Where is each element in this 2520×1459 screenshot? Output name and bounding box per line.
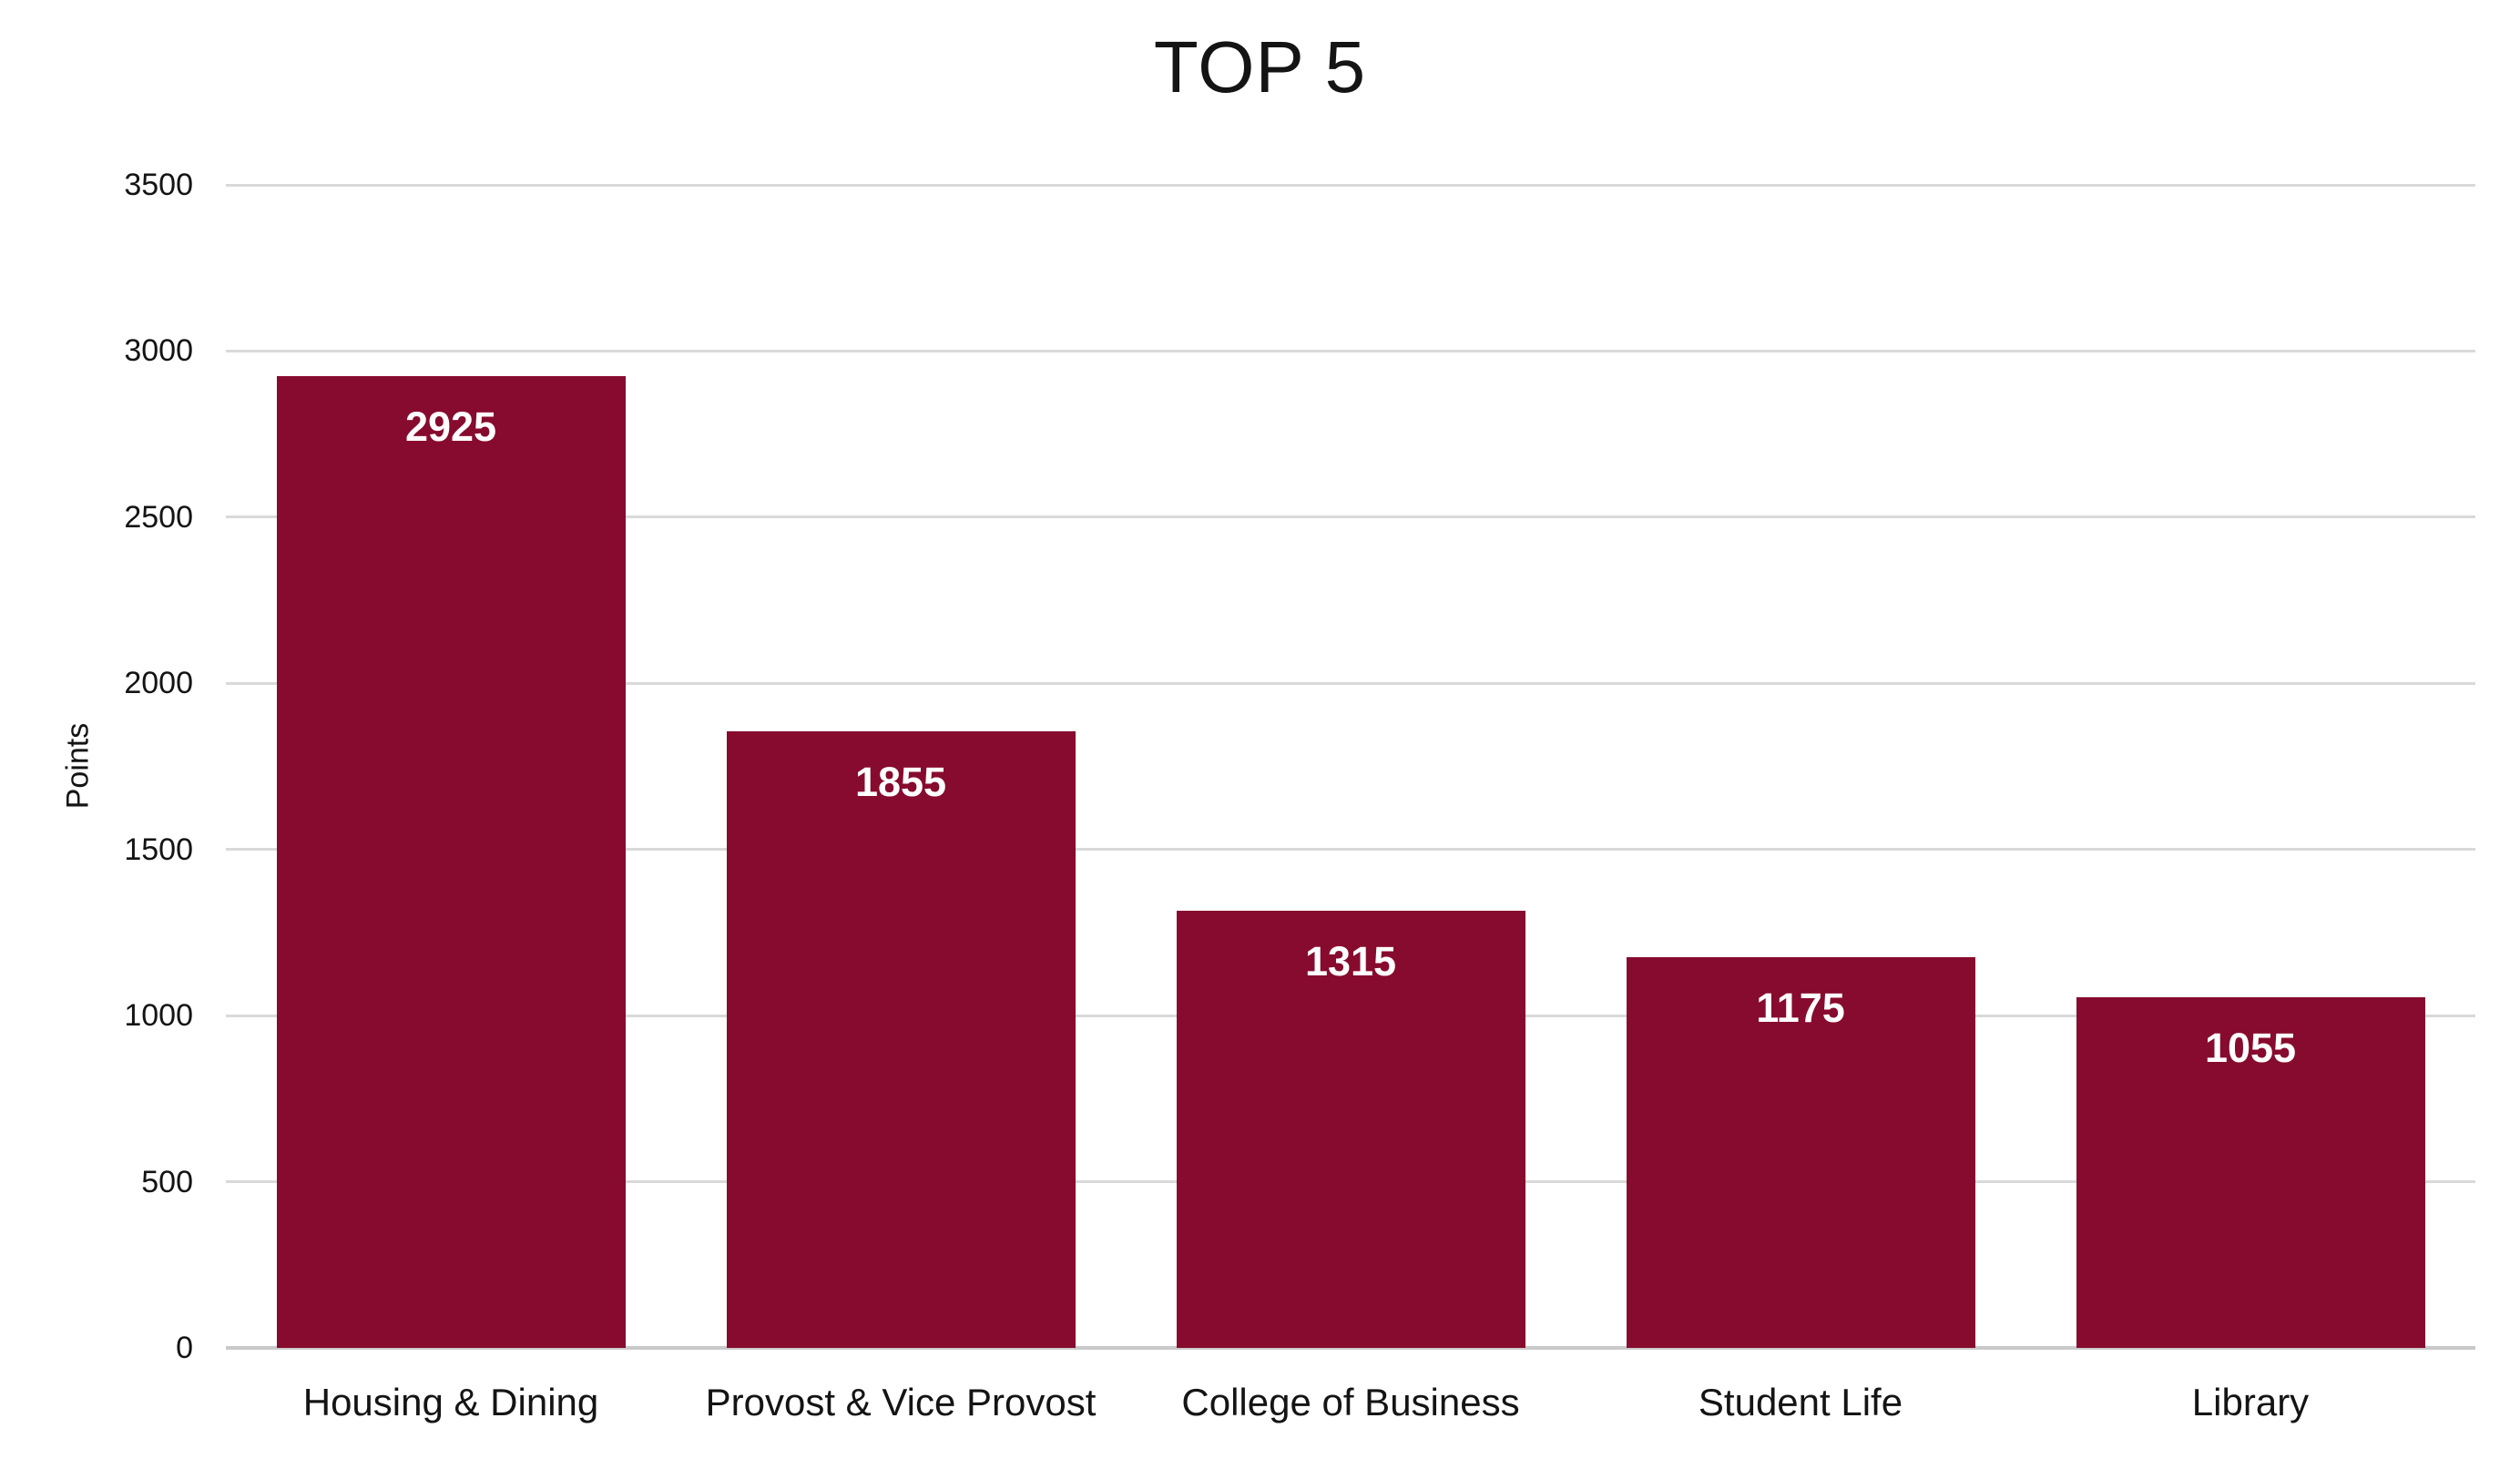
category-label: Housing & Dining <box>302 1381 599 1423</box>
y-tick-label: 2500 <box>124 499 193 535</box>
bar-value-label: 2925 <box>404 403 497 450</box>
category-label: Library <box>2191 1381 2310 1423</box>
bar-value-label: 1855 <box>854 759 947 805</box>
category-label: College of Business <box>1181 1381 1520 1423</box>
y-tick-label: 3000 <box>124 333 193 369</box>
bar: 1175 <box>1626 957 1975 1348</box>
bar-value-label: 1175 <box>1756 985 1845 1031</box>
gridline <box>226 681 2475 685</box>
y-tick-label: 500 <box>141 1164 193 1199</box>
bar: 1855 <box>726 731 1076 1348</box>
y-tick-label: 0 <box>176 1331 193 1365</box>
gridline <box>226 183 2475 187</box>
category-label: Student Life <box>1698 1381 1903 1423</box>
plot-area: 2925 1855 1315 1175 1055 <box>226 183 2475 1350</box>
chart-title: TOP 5 <box>1153 26 1367 107</box>
gridline <box>226 515 2475 519</box>
y-tick-label: 1500 <box>124 832 193 867</box>
bar: 1055 <box>2076 997 2425 1348</box>
y-tick-label: 2000 <box>124 666 193 701</box>
gridline <box>226 848 2475 852</box>
bar-value-label: 1055 <box>2204 1025 2297 1071</box>
y-axis-title: Points <box>60 722 96 810</box>
gridline <box>226 349 2475 352</box>
bar: 1315 <box>1176 911 1525 1348</box>
category-label: Provost & Vice Provost <box>705 1381 1097 1423</box>
y-tick-label: 3500 <box>124 168 193 202</box>
x-axis-line <box>226 1346 2475 1350</box>
bar-value-label: 1315 <box>1304 938 1397 985</box>
bar: 2925 <box>276 376 626 1348</box>
y-tick-label: 1000 <box>124 998 193 1034</box>
